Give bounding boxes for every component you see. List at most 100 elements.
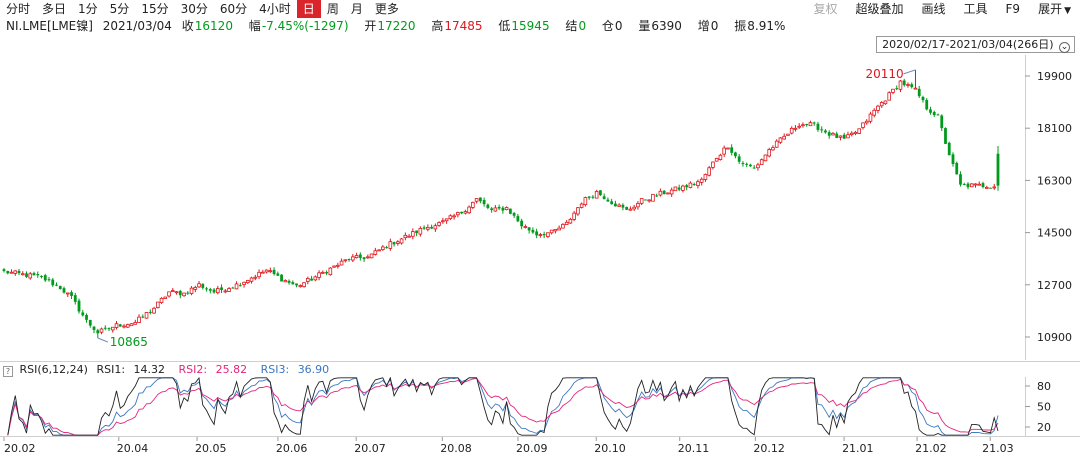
candle-body: [73, 295, 77, 302]
rsi-title[interactable]: RSI(6,12,24): [19, 363, 88, 376]
candle-body: [936, 114, 940, 116]
price-tick-label: 10900: [1037, 331, 1072, 344]
candle-body: [471, 201, 475, 208]
candle-body: [272, 269, 276, 275]
candle-body: [418, 227, 423, 235]
period-tabs: 分时 多日 1分 5分 15分 30分 60分 4小时日周月更多: [0, 0, 405, 18]
candle-body: [992, 186, 997, 189]
rsi-tick-label: 20: [1037, 421, 1051, 434]
candle-body: [838, 135, 843, 138]
candle-body: [133, 322, 138, 325]
candle-body: [625, 206, 629, 210]
candle-body: [831, 132, 835, 136]
candle-body: [467, 206, 471, 214]
candlestick-chart[interactable]: 19900 18100 16300 14500 12700 10900 20110 10865: [0, 55, 1080, 360]
candle-body: [231, 287, 235, 289]
candle-body: [610, 201, 614, 205]
candle-body: [497, 206, 501, 209]
candle-body: [482, 200, 486, 205]
toolbar-menu-1[interactable]: 超级叠加: [846, 0, 912, 18]
candle-body: [81, 312, 85, 316]
candle-body: [13, 270, 18, 274]
candle-body: [947, 142, 951, 156]
candle-body: [628, 208, 633, 211]
candle-body: [55, 284, 58, 286]
candle-body: [666, 192, 670, 195]
date-tick-label: 20.02: [4, 442, 36, 455]
candle-body: [898, 80, 903, 90]
period-tab-4[interactable]: 15分: [141, 2, 169, 16]
candle-body: [385, 247, 388, 249]
candle-body: [846, 134, 850, 139]
rsi2-line: [7, 377, 999, 436]
candle-body: [28, 273, 33, 279]
candle-body: [474, 198, 479, 202]
rsi1-label: RSI1:: [96, 363, 126, 376]
date-tick-label: 20.11: [678, 442, 710, 455]
candle-body: [155, 301, 160, 309]
period-tab-2[interactable]: 1分: [78, 2, 98, 16]
candle-body: [685, 185, 689, 188]
candle-body: [107, 328, 111, 330]
low-label: 低: [498, 19, 511, 33]
period-tab-9[interactable]: 周: [326, 2, 339, 16]
candle-body: [189, 287, 194, 294]
candle-body: [606, 199, 610, 202]
toolbar-menu-5[interactable]: 展开 ▼: [1029, 0, 1080, 18]
high-value: 17485: [444, 19, 483, 33]
candle-body: [40, 275, 43, 277]
axis-divider: [0, 436, 1080, 437]
rsi3-field: RSI3: 36.90: [261, 363, 335, 376]
help-icon[interactable]: ?: [3, 366, 13, 377]
period-tab-1[interactable]: 多日: [42, 2, 67, 16]
period-tab-11[interactable]: 更多: [374, 2, 399, 16]
candle-body: [951, 154, 955, 165]
candle-body: [268, 270, 273, 273]
period-tab-5[interactable]: 30分: [180, 2, 208, 16]
candle-body: [962, 184, 966, 186]
change-value: -7.45%(-1297): [261, 19, 349, 33]
increase-field: 增0: [698, 19, 725, 33]
candle-body: [699, 178, 704, 183]
rsi-header: ? RSI(6,12,24) RSI1: 14.32 RSI2: 25.82 R…: [0, 362, 339, 377]
candle-body: [527, 227, 531, 231]
candle-body: [152, 307, 156, 314]
candle-body: [287, 280, 291, 283]
candle-body: [913, 87, 918, 90]
candle-body: [932, 112, 936, 116]
candle-body: [201, 283, 205, 288]
toolbar-right-menu: 复权 超级叠加 画线 工具 F9 展开 ▼: [804, 0, 1080, 18]
period-tab-10[interactable]: 月: [350, 2, 363, 16]
period-tab-3[interactable]: 5分: [109, 2, 130, 16]
period-tab-0[interactable]: 分时: [6, 2, 31, 16]
candle-body: [325, 271, 328, 274]
toolbar-menu-4[interactable]: F9: [997, 0, 1030, 18]
period-tab-6[interactable]: 60分: [219, 2, 248, 16]
toolbar-menu-3[interactable]: 工具: [955, 0, 997, 18]
toolbar-menu-0[interactable]: 复权: [804, 0, 846, 18]
candle-body: [696, 181, 700, 186]
candle-body: [77, 300, 81, 312]
candle-body: [801, 124, 805, 127]
candle-body: [167, 291, 171, 297]
candle-body: [879, 102, 884, 107]
candle-body: [137, 316, 141, 323]
candle-body: [216, 288, 220, 294]
candle-body: [621, 204, 625, 208]
candle-body: [793, 127, 798, 130]
candle-body: [910, 84, 914, 88]
candle-body: [415, 230, 419, 234]
candle-body: [711, 161, 715, 168]
date-range-selector[interactable]: 2020/02/17-2021/03/04(266日) ⌄: [876, 36, 1075, 53]
rsi3-value: 36.90: [297, 363, 330, 376]
period-tab-8[interactable]: 日: [296, 0, 321, 18]
candle-body: [981, 183, 985, 188]
candle-body: [774, 140, 779, 148]
toolbar-menu-2[interactable]: 画线: [912, 0, 954, 18]
period-tab-7[interactable]: 4小时: [259, 2, 291, 16]
candle-body: [354, 255, 359, 259]
rsi-chart[interactable]: 80 50 20: [0, 377, 1080, 437]
date-axis: 20.02 20.04 20.05 20.06 20.07 20.08 20.09 20.10…: [3, 437, 1014, 455]
oi-value: 0: [614, 19, 623, 33]
candle-body: [535, 231, 539, 236]
